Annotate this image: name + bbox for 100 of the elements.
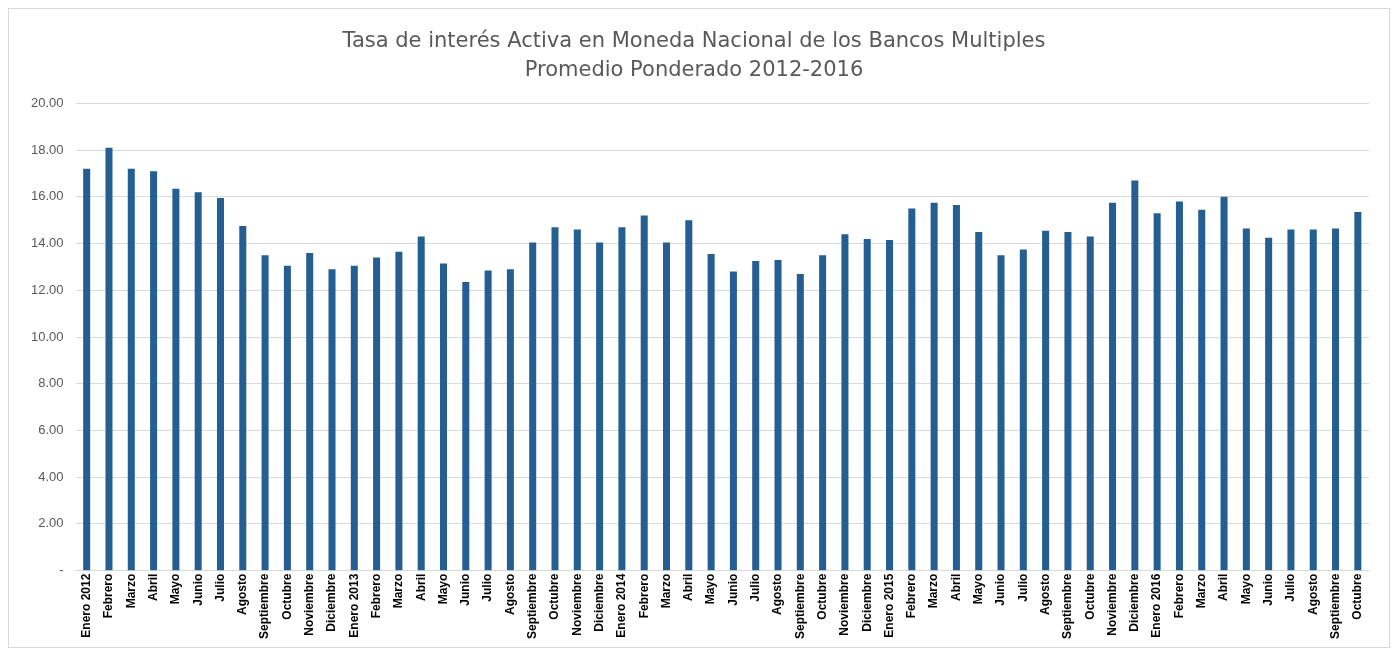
x-tick-label: Enero 2015 <box>881 573 896 638</box>
x-tick-label: Noviembre <box>302 573 317 636</box>
x-tick-label: Febrero <box>904 573 919 619</box>
bar <box>239 226 247 571</box>
bar <box>975 231 983 571</box>
bar <box>1019 249 1027 571</box>
x-tick-label: Julio <box>1015 573 1030 602</box>
x-tick-label: Marzo <box>123 573 138 609</box>
bar <box>1220 196 1228 571</box>
bar <box>886 240 894 571</box>
x-tick-label: Mayo <box>971 573 986 605</box>
bar <box>1287 229 1295 571</box>
x-tick-label: Agosto <box>1037 573 1052 615</box>
x-tick-label: Noviembre <box>569 573 584 636</box>
bar <box>1175 201 1183 571</box>
x-tick-label: Enero 2016 <box>1149 573 1164 638</box>
y-tick-label: 18.00 <box>30 141 64 157</box>
bar <box>529 242 537 571</box>
bar <box>127 168 135 571</box>
bar <box>105 147 113 571</box>
bar <box>752 261 760 571</box>
y-tick-label: 8.00 <box>38 375 64 391</box>
x-tick-label: Junio <box>458 573 473 606</box>
x-tick-label: Abril <box>948 573 963 601</box>
bar <box>596 242 604 571</box>
bar <box>930 202 938 571</box>
bar <box>373 257 381 571</box>
x-tick-label: Julio <box>212 573 227 602</box>
bar <box>1064 231 1072 571</box>
x-tick-label: Junio <box>725 573 740 606</box>
x-tick-label: Diciembre <box>591 573 606 632</box>
x-tick-label: Octubre <box>279 573 294 620</box>
bar <box>172 188 180 571</box>
y-tick-label: 4.00 <box>38 468 64 484</box>
y-tick-label: 16.00 <box>30 188 64 204</box>
bar <box>841 234 849 571</box>
x-tick-label: Septiembre <box>1060 573 1075 639</box>
x-tick-label: Octubre <box>547 573 562 620</box>
x-tick-label: Mayo <box>703 573 718 605</box>
x-tick-label: Julio <box>748 573 763 602</box>
x-tick-label: Mayo <box>168 573 183 605</box>
y-tick-label: 6.00 <box>38 422 64 438</box>
x-tick-label: Abril <box>145 573 160 601</box>
x-tick-label: Enero 2013 <box>346 573 361 638</box>
x-tick-label: Octubre <box>814 573 829 620</box>
bar <box>306 252 314 571</box>
bar <box>462 282 470 571</box>
x-tick-label: Junio <box>1260 573 1275 606</box>
x-tick-label: Agosto <box>770 573 785 615</box>
x-tick-label: Septiembre <box>525 573 540 639</box>
bar <box>707 254 715 571</box>
bar <box>1242 228 1250 571</box>
x-tick-label: Marzo <box>926 573 941 609</box>
bar <box>1131 180 1139 571</box>
x-tick-label: Febrero <box>101 573 116 619</box>
bar <box>796 273 804 571</box>
x-tick-label: Julio <box>1283 573 1298 602</box>
y-tick-label: 10.00 <box>30 328 64 344</box>
bar <box>417 236 425 571</box>
x-tick-label: Junio <box>190 573 205 606</box>
x-tick-label: Abril <box>1216 573 1231 601</box>
bar <box>150 171 158 571</box>
x-tick-label: Marzo <box>391 573 406 609</box>
bar <box>1086 236 1094 571</box>
x-tick-label: Junio <box>993 573 1008 606</box>
bar <box>819 255 827 571</box>
y-tick-label: 2.00 <box>38 515 64 531</box>
y-tick-label: 20.00 <box>30 94 64 110</box>
bar <box>997 255 1005 571</box>
x-tick-label: Julio <box>480 573 495 602</box>
y-tick-label: 12.00 <box>30 281 64 297</box>
bar <box>1198 209 1206 571</box>
bar <box>194 192 202 571</box>
x-tick-label: Mayo <box>1238 573 1253 605</box>
x-tick-label: Noviembre <box>1104 573 1119 636</box>
bar <box>1309 229 1317 571</box>
bar <box>1109 202 1117 571</box>
x-tick-label: Octubre <box>1350 573 1365 620</box>
bar <box>729 271 737 571</box>
x-tick-label: Octubre <box>1082 573 1097 620</box>
bar <box>506 269 514 571</box>
x-tick-label: Marzo <box>1194 573 1209 609</box>
x-tick-label: Agosto <box>502 573 517 615</box>
bar <box>551 227 559 571</box>
y-tick-label: - <box>59 562 64 578</box>
bar <box>1153 213 1161 571</box>
bar <box>618 227 626 571</box>
x-tick-label: Enero 2014 <box>614 573 629 638</box>
x-tick-label: Diciembre <box>1127 573 1142 632</box>
bar <box>1332 228 1340 571</box>
x-tick-label: Marzo <box>658 573 673 609</box>
bar <box>216 198 224 571</box>
bar <box>573 229 581 571</box>
x-tick-label: Febrero <box>1171 573 1186 619</box>
x-tick-label: Mayo <box>435 573 450 605</box>
x-tick-label: Diciembre <box>859 573 874 632</box>
y-tick-label: 14.00 <box>30 235 64 251</box>
bar <box>283 265 291 571</box>
bar <box>640 215 648 571</box>
bar <box>863 238 871 571</box>
